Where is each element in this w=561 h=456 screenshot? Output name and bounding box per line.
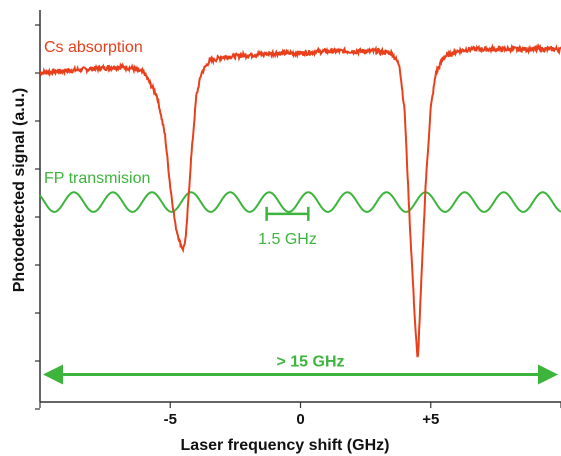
annotation-range: > 15 GHz: [43, 354, 558, 385]
y-axis-title: Photodetected signal (a.u.): [11, 88, 28, 292]
x-tick-label: 0: [296, 411, 304, 428]
annotation-period: 1.5 GHz: [258, 206, 317, 248]
range-arrow-left-head: [43, 364, 63, 385]
series-line-cs-absorption: [39, 42, 561, 358]
range-arrow-right-head: [538, 364, 558, 385]
x-axis-title: Laser frequency shift (GHz): [181, 437, 390, 454]
x-tick-label: +5: [422, 411, 439, 428]
x-ticks: -5 0 +5: [39, 402, 561, 428]
period-label: 1.5 GHz: [258, 231, 317, 248]
series-line-fp-transmission: [39, 191, 561, 213]
range-label: > 15 GHz: [276, 354, 344, 371]
series-label-fp-transmission: FP transmision: [44, 170, 150, 187]
x-tick-label: -5: [164, 411, 177, 428]
y-ticks: [35, 24, 40, 410]
series-label-cs-absorption: Cs absorption: [44, 39, 143, 56]
